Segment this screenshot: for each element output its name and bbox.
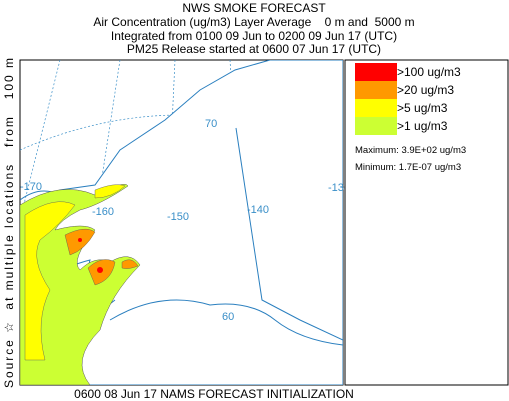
longitude-label: -150 — [167, 211, 189, 223]
legend-swatch — [355, 117, 397, 135]
longitude-label: -160 — [92, 206, 114, 218]
legend-swatch — [355, 99, 397, 117]
longitude-label: -140 — [247, 204, 269, 216]
legend-label: >20 ug/m3 — [397, 83, 454, 97]
smoke-plume — [20, 184, 141, 385]
maximum: Maximum: 3.9E+02 ug/m3 — [355, 145, 466, 156]
integration: Integrated from 0100 09 Jun to 0200 09 J… — [111, 29, 397, 43]
legend-label: >1 ug/m3 — [397, 119, 448, 133]
legend-label: >100 ug/m3 — [397, 65, 461, 79]
legend: >100 ug/m3 >20 ug/m3 >5 ug/m3 >1 ug/m3 — [355, 63, 461, 135]
legend-swatch — [355, 63, 397, 81]
minimum: Minimum: 1.7E-07 ug/m3 — [355, 162, 461, 173]
legend-label: >5 ug/m3 — [397, 101, 448, 115]
footer: 0600 08 Jun 17 NAMS FORECAST INITIALIZAT… — [74, 387, 354, 401]
release: PM25 Release started at 0600 07 Jun 17 (… — [127, 42, 381, 56]
subtitle: Air Concentration (ug/m3) Layer Average … — [93, 15, 414, 29]
latitude-label: 60 — [222, 311, 234, 323]
latitude-label: 70 — [205, 118, 217, 130]
source-label: Source ☆ at multiple locations from 100 … — [2, 58, 16, 388]
longitude-label: -170 — [20, 181, 42, 193]
legend-swatch — [355, 81, 397, 99]
map: -170 -160 -150 -140 -130 70 60 — [19, 59, 350, 386]
title: NWS SMOKE FORECAST — [182, 1, 326, 15]
